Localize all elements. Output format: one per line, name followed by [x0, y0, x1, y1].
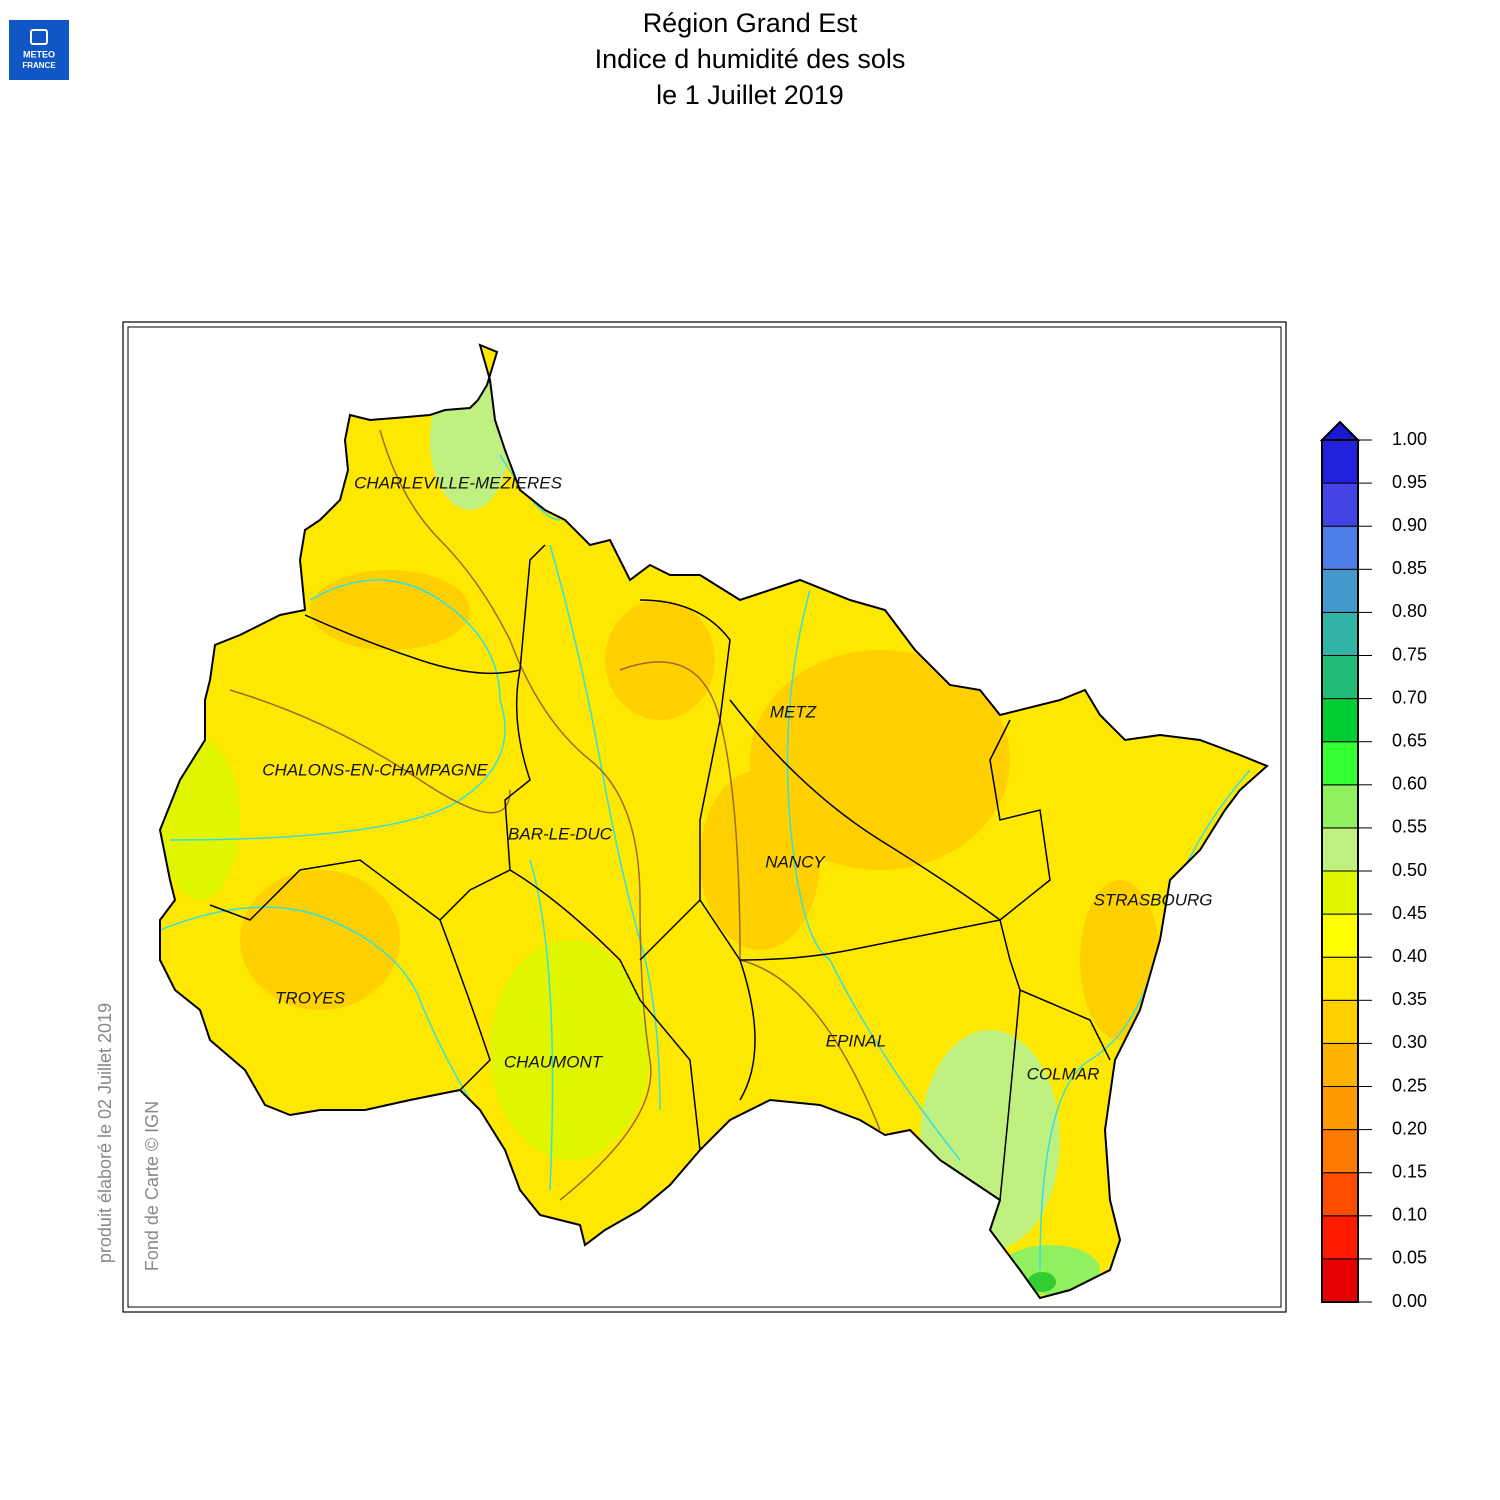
title: Région Grand Est	[643, 8, 858, 38]
tick-label: 0.20	[1392, 1118, 1427, 1138]
tick-label: 0.30	[1392, 1032, 1427, 1052]
tick-label: 0.50	[1392, 860, 1427, 880]
wet-zone	[920, 1030, 1060, 1250]
over-triangle	[1319, 420, 1361, 441]
dry-zone	[310, 570, 470, 650]
river	[786, 589, 961, 1161]
map-frame	[122, 321, 1287, 1313]
color-band	[1321, 741, 1359, 786]
color-band	[1321, 1172, 1359, 1217]
tick-label: 0.00	[1392, 1291, 1427, 1311]
border	[639, 599, 1021, 991]
tick-label: 0.15	[1392, 1161, 1427, 1181]
color-band	[1321, 1258, 1359, 1303]
river	[549, 544, 661, 1111]
tick-label: 0.55	[1392, 817, 1427, 837]
tick-label: 0.70	[1392, 687, 1427, 707]
color-band	[1321, 1215, 1359, 1260]
tick-label: 0.05	[1392, 1248, 1427, 1268]
color-band	[1321, 439, 1359, 484]
city-label: BAR-LE-DUC	[508, 824, 613, 843]
tick-label: 0.95	[1392, 472, 1427, 492]
tick-label: 1.00	[1392, 429, 1427, 449]
color-band	[1321, 956, 1359, 1001]
city-label: CHARLEVILLE-MEZIERES	[354, 473, 562, 492]
tick-label: 0.80	[1392, 601, 1427, 621]
river	[1039, 769, 1251, 1271]
color-band	[1321, 913, 1359, 958]
tick-label: 0.35	[1392, 989, 1427, 1009]
wet-zone	[160, 740, 240, 900]
city-labels: CHARLEVILLE-MEZIERES CHALONS-EN-CHAMPAGNE…	[262, 473, 1212, 1083]
logo-icon	[30, 29, 48, 45]
color-band	[1321, 870, 1359, 915]
border	[439, 869, 701, 1151]
color-band	[1321, 784, 1359, 829]
basin-line	[619, 661, 881, 1131]
city-label: METZ	[770, 702, 817, 721]
department-borders	[209, 544, 1111, 1201]
color-band	[1321, 1086, 1359, 1131]
city-label: COLMAR	[1027, 1064, 1100, 1083]
color-band	[1321, 568, 1359, 613]
border	[209, 544, 546, 921]
basin-line	[379, 429, 652, 1201]
tick-label: 0.45	[1392, 903, 1427, 923]
city-label: CHAUMONT	[504, 1052, 604, 1071]
color-legend: 0.00 0.05 0.10 0.15 0.20 0.25 0.30 0.35 0.40 0.45…	[1319, 420, 1427, 1311]
color-band	[1321, 611, 1359, 657]
city-label: STRASBOURG	[1093, 890, 1212, 909]
dry-zone	[605, 600, 715, 720]
dry-zone	[240, 870, 400, 1010]
map-frame	[127, 326, 1282, 1308]
tick-label: 0.75	[1392, 644, 1427, 664]
color-band	[1321, 655, 1359, 700]
tick-label: 0.90	[1392, 515, 1427, 535]
tick-label: 0.40	[1392, 946, 1427, 966]
subtitle: Indice d humidité des sols	[595, 44, 906, 74]
color-band	[1321, 1042, 1359, 1088]
logo-text: FRANCE	[22, 61, 56, 70]
base-fill	[160, 345, 1267, 1298]
tick-label: 0.85	[1392, 558, 1427, 578]
production-note: produit élaboré le 02 Juillet 2019	[95, 1003, 115, 1263]
color-band	[1321, 698, 1359, 743]
tick-label: 0.10	[1392, 1205, 1427, 1225]
border	[739, 959, 756, 1101]
city-label: EPINAL	[826, 1031, 886, 1050]
border	[729, 699, 1111, 1201]
dry-zone	[750, 650, 1010, 870]
map-credit: Fond de Carte © IGN	[142, 1101, 162, 1271]
date: le 1 Juillet 2019	[656, 80, 844, 110]
logo-text: METEO	[23, 49, 55, 59]
tick-label: 0.60	[1392, 774, 1427, 794]
river	[169, 579, 506, 841]
city-label: TROYES	[275, 988, 346, 1007]
tick-label: 0.25	[1392, 1075, 1427, 1095]
city-label: NANCY	[765, 852, 826, 871]
city-label: CHALONS-EN-CHAMPAGNE	[262, 760, 488, 779]
color-band	[1321, 999, 1359, 1044]
wet-zone	[490, 940, 650, 1160]
wet-zone	[1028, 1272, 1056, 1292]
basin-lines	[229, 429, 881, 1201]
tick-label: 0.65	[1392, 730, 1427, 750]
river	[160, 906, 471, 1101]
color-band	[1321, 525, 1359, 570]
basin-line	[229, 689, 511, 814]
color-band	[1321, 827, 1359, 872]
color-band	[1321, 482, 1359, 527]
map-fill	[160, 345, 1267, 1298]
color-band	[1321, 1129, 1359, 1174]
